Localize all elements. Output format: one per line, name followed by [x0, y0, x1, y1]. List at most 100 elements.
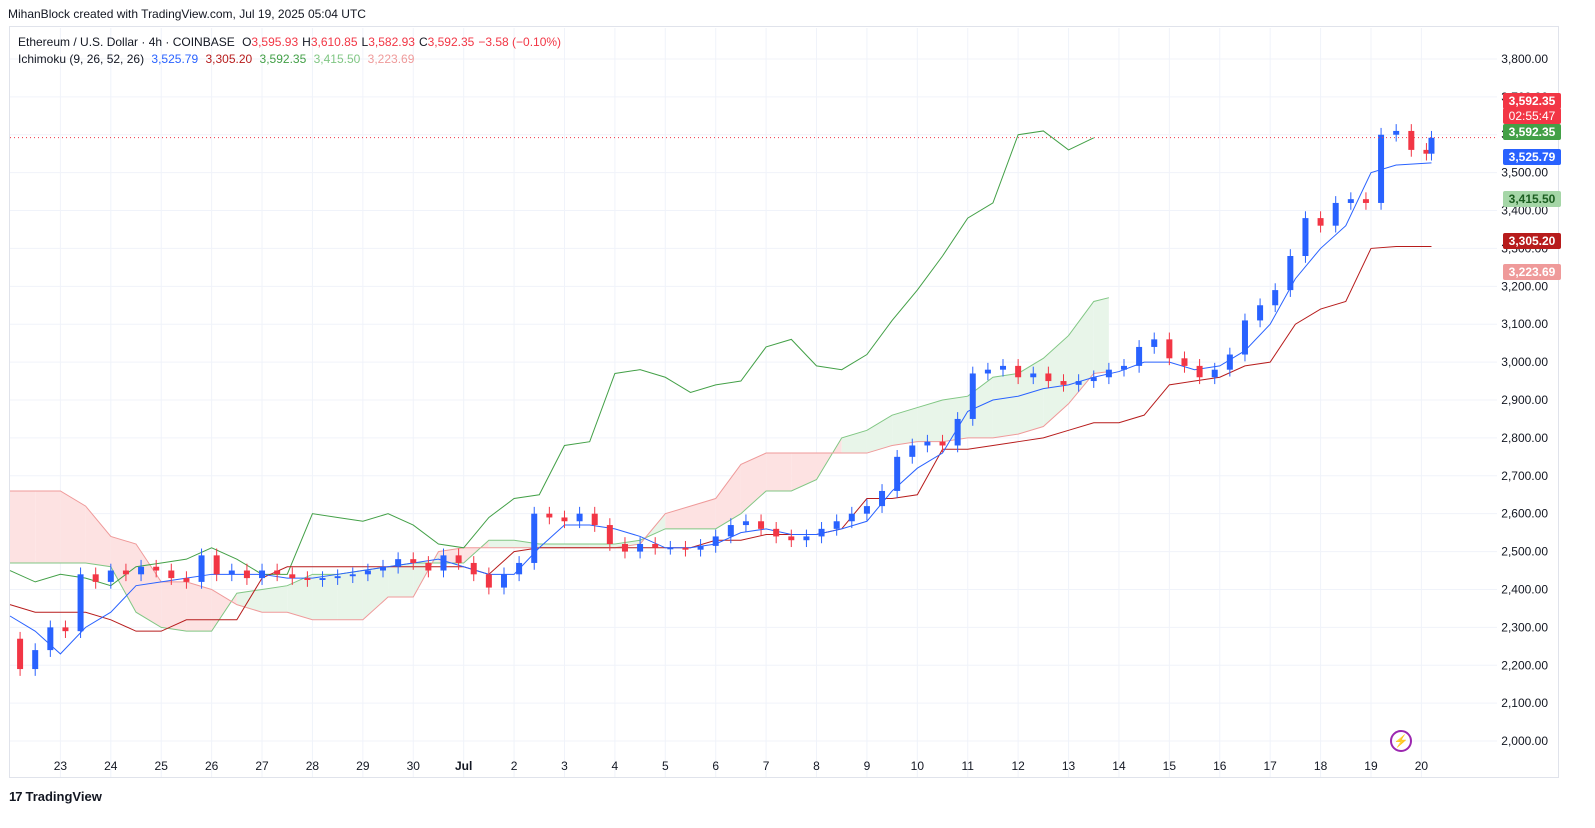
chart-legend: Ethereum / U.S. Dollar · 4h · COINBASE O… — [18, 34, 569, 68]
last-price-tag: 3,592.35 — [1503, 93, 1561, 109]
candle-body — [183, 578, 190, 582]
cloud-segment — [539, 544, 565, 548]
candle-body — [440, 555, 447, 571]
cloud-segment — [740, 453, 767, 514]
candle-body — [1302, 218, 1309, 256]
candle-body — [1120, 365, 1127, 370]
x-tick-label: 30 — [407, 759, 421, 773]
candle-body — [1378, 134, 1385, 203]
legend-close-label: C — [418, 35, 428, 49]
cloud-segment — [211, 589, 237, 632]
cloud-segment — [136, 544, 162, 628]
candle-body — [848, 513, 855, 522]
candle-body — [62, 627, 69, 632]
chart-caption: MihanBlock created with TradingView.com,… — [8, 7, 366, 21]
candle-body — [1000, 365, 1007, 370]
y-tick-label: 3,200.00 — [1501, 279, 1548, 293]
candle-body — [1362, 199, 1369, 203]
candle-body — [1332, 202, 1339, 226]
tradingview-logo[interactable]: 17 TradingView — [9, 789, 102, 804]
lightning-icon[interactable]: ⚡ — [1390, 730, 1412, 752]
candle-body — [1423, 149, 1430, 154]
cloud-segment — [564, 544, 590, 548]
cloud-segment — [35, 490, 61, 563]
cloud-segment — [917, 400, 943, 442]
x-tick-label: 12 — [1011, 759, 1025, 773]
candle-body — [410, 559, 417, 563]
candle-body — [289, 574, 296, 579]
candle-body — [803, 536, 810, 541]
legend-base-value: 3,305.20 — [205, 52, 253, 66]
x-tick-label: 18 — [1314, 759, 1328, 773]
x-tick-label: 5 — [662, 759, 669, 773]
y-tick-label: 2,500.00 — [1501, 545, 1548, 559]
x-tick-label: 6 — [712, 759, 719, 773]
candle-body — [939, 441, 946, 446]
legend-ohlc: O3,595.93 H3,610.85 L3,582.93 C3,592.35 −3.5… — [242, 35, 565, 49]
y-tick-label: 3,400.00 — [1501, 204, 1548, 218]
candle-body — [228, 570, 235, 575]
candle-body — [1241, 320, 1248, 355]
candle-body — [1347, 199, 1354, 203]
candle-body — [1287, 256, 1294, 291]
candle-body — [697, 545, 704, 550]
candle-body — [1181, 358, 1188, 366]
y-tick-label: 2,800.00 — [1501, 431, 1548, 445]
x-tick-label: 19 — [1364, 759, 1378, 773]
candle-body — [1060, 381, 1067, 385]
x-tick-label: 4 — [612, 759, 619, 773]
x-tick-label: 25 — [155, 759, 169, 773]
x-tick-label: 24 — [104, 759, 118, 773]
y-tick-label: 2,200.00 — [1501, 658, 1548, 672]
cloud-segment — [388, 562, 414, 598]
base-line-tag: 3,305.20 — [1503, 233, 1561, 249]
x-tick-label: 13 — [1062, 759, 1076, 773]
candle-body — [516, 562, 523, 575]
cloud-segment — [60, 490, 86, 563]
legend-symbol[interactable]: Ethereum / U.S. Dollar · 4h · COINBASE — [18, 35, 235, 49]
candle-body — [168, 570, 175, 579]
candle-body — [500, 574, 507, 588]
legend-lagging-value: 3,592.35 — [259, 52, 307, 66]
candle-body — [909, 445, 916, 457]
x-tick-label: Jul — [455, 759, 472, 773]
candle-body — [788, 536, 795, 541]
tradingview-brand: TradingView — [25, 789, 102, 804]
candle-body — [395, 559, 402, 567]
cloud-segment — [287, 574, 313, 620]
cloud-segment — [337, 570, 363, 620]
candle-body — [546, 513, 553, 518]
countdown-tag: 02:55:47 — [1503, 108, 1561, 124]
candle-body — [138, 566, 145, 575]
candle-body — [47, 627, 54, 651]
candle-body — [712, 536, 719, 546]
candle-body — [1166, 339, 1173, 359]
candle-body — [682, 547, 689, 550]
legend-change: −3.58 (−0.10%) — [478, 35, 562, 49]
candle-body — [77, 574, 84, 632]
x-tick-label: 10 — [911, 759, 925, 773]
cloud-segment — [262, 585, 288, 613]
candle-body — [606, 525, 613, 544]
legend-low-label: L — [361, 35, 369, 49]
candle-body — [485, 574, 492, 588]
cloud-segment — [791, 453, 817, 491]
tradingview-mark-icon: 17 — [9, 789, 23, 804]
x-tick-label: 9 — [864, 759, 871, 773]
candle-body — [1015, 365, 1022, 378]
candle-body — [1211, 369, 1218, 378]
candle-body — [773, 528, 780, 537]
span-b-tag: 3,223.69 — [1503, 264, 1561, 280]
legend-ichimoku-label[interactable]: Ichimoku (9, 26, 52, 26) — [18, 52, 145, 66]
legend-ichimoku-row: Ichimoku (9, 26, 52, 26) 3,525.79 3,305.… — [18, 51, 569, 68]
candle-body — [32, 650, 39, 670]
y-tick-label: 2,300.00 — [1501, 620, 1548, 634]
candle-body — [621, 544, 628, 552]
candle-body — [742, 521, 749, 526]
cloud-segment — [161, 581, 187, 632]
y-tick-label: 2,700.00 — [1501, 469, 1548, 483]
cloud-segment — [186, 581, 212, 632]
y-tick-label: 2,000.00 — [1501, 734, 1548, 748]
candle-body — [833, 521, 840, 529]
